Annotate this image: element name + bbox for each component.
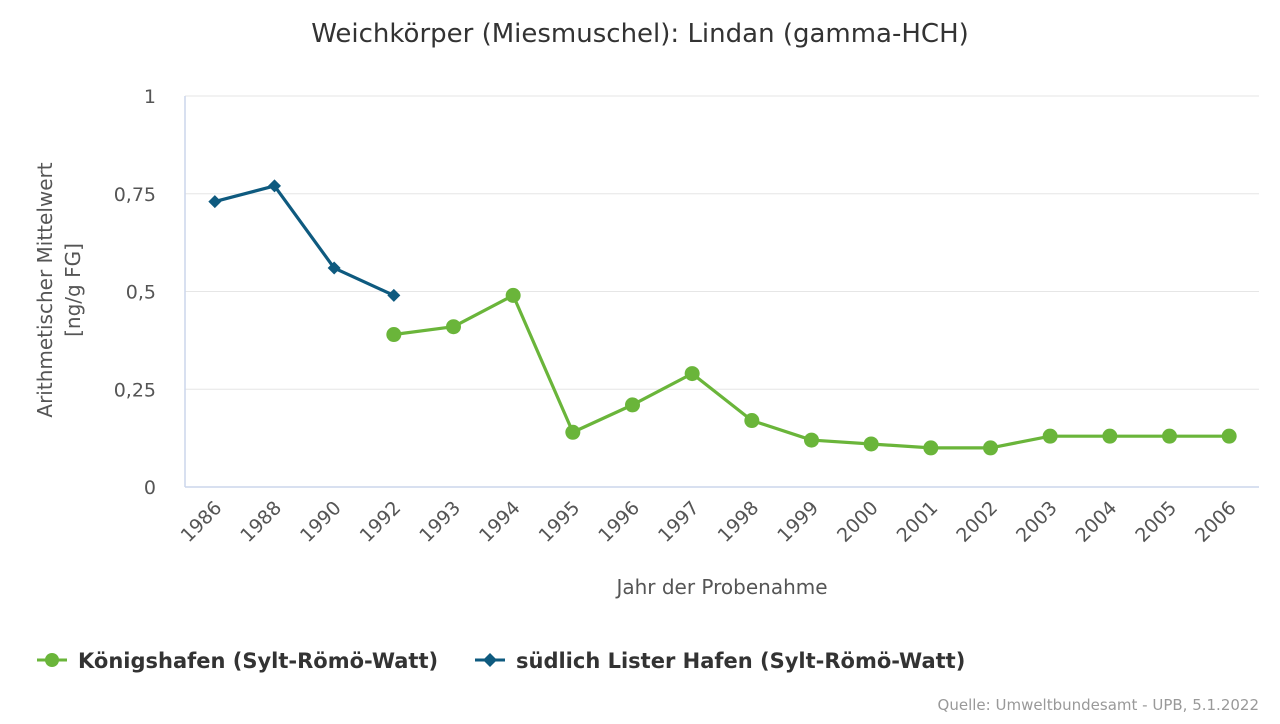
x-tick-label: 2002 [952, 497, 1002, 547]
y-axis-title-line2: [ng/g FG] [61, 243, 85, 337]
x-tick-label: 2005 [1131, 497, 1181, 547]
chart-credit: Quelle: Umweltbundesamt - UPB, 5.1.2022 [938, 696, 1259, 714]
data-point[interactable] [565, 424, 581, 440]
data-point[interactable] [268, 179, 281, 193]
legend: Königshafen (Sylt-Römö-Watt) südlich Lis… [37, 649, 965, 673]
series-line-lister-hafen [214, 184, 395, 297]
x-tick-label: 1996 [594, 497, 644, 547]
data-point[interactable] [744, 413, 760, 429]
data-point[interactable] [684, 366, 700, 382]
x-tick-label: 1992 [356, 497, 406, 547]
y-tick-label: 0 [144, 477, 156, 499]
data-point[interactable] [863, 436, 879, 452]
x-tick-label: 1986 [177, 497, 227, 547]
axes [184, 96, 1259, 488]
data-point[interactable] [1162, 428, 1177, 444]
data-point[interactable] [505, 287, 521, 303]
legend-label-koenigshafen: Königshafen (Sylt-Römö-Watt) [78, 649, 438, 673]
y-tick-label: 0,75 [114, 184, 156, 206]
data-point[interactable] [1221, 428, 1237, 444]
data-point[interactable] [386, 327, 402, 343]
x-axis-ticks: 1986 1988 1990 1992 1993 1994 1995 1996 1997 1998… [177, 497, 1241, 547]
y-axis-ticks: 0 0,25 0,5 0,75 1 [114, 86, 156, 499]
x-tick-label: 1997 [654, 497, 704, 547]
data-point[interactable] [1042, 428, 1058, 444]
x-tick-label: 2000 [833, 497, 883, 547]
data-point[interactable] [387, 288, 401, 302]
legend-marker-lister-hafen [483, 653, 497, 667]
legend-item-lister-hafen[interactable]: südlich Lister Hafen (Sylt-Römö-Watt) [475, 649, 965, 673]
x-tick-label: 1995 [535, 497, 585, 547]
data-point[interactable] [923, 440, 939, 456]
series-line-koenigshafen [393, 293, 1230, 450]
x-tick-label: 2003 [1012, 497, 1062, 547]
x-tick-label: 1988 [236, 497, 286, 547]
x-tick-label: 1999 [773, 497, 823, 547]
data-point[interactable] [625, 397, 640, 413]
x-tick-label: 1993 [415, 497, 465, 547]
data-point[interactable] [983, 440, 998, 456]
data-point[interactable] [208, 195, 222, 209]
x-tick-label: 2001 [893, 497, 943, 547]
x-tick-label: 2006 [1191, 497, 1241, 547]
y-axis-title-line1: Arithmetischer Mittelwert [33, 162, 57, 417]
y-tick-label: 0,5 [126, 282, 156, 304]
chart-title: Weichkörper (Miesmuschel): Lindan (gamma… [311, 19, 969, 49]
series-group [208, 179, 1237, 456]
x-tick-label: 1998 [714, 497, 764, 547]
legend-label-lister-hafen: südlich Lister Hafen (Sylt-Römö-Watt) [516, 649, 965, 673]
data-point[interactable] [1102, 428, 1118, 444]
x-axis-title: Jahr der Probenahme [614, 575, 827, 599]
y-tick-label: 0,25 [114, 379, 156, 401]
series-koenigshafen [386, 287, 1237, 456]
data-point[interactable] [446, 319, 461, 335]
x-tick-label: 1990 [296, 497, 346, 547]
grid-lines [185, 95, 1259, 390]
legend-item-koenigshafen[interactable]: Königshafen (Sylt-Römö-Watt) [37, 649, 438, 673]
data-point[interactable] [804, 432, 819, 448]
x-tick-label: 1994 [475, 497, 525, 547]
legend-marker-koenigshafen [45, 653, 59, 667]
data-point[interactable] [327, 261, 341, 275]
y-tick-label: 1 [144, 86, 156, 108]
x-tick-label: 2004 [1072, 497, 1122, 547]
series-lister-hafen [208, 179, 401, 302]
